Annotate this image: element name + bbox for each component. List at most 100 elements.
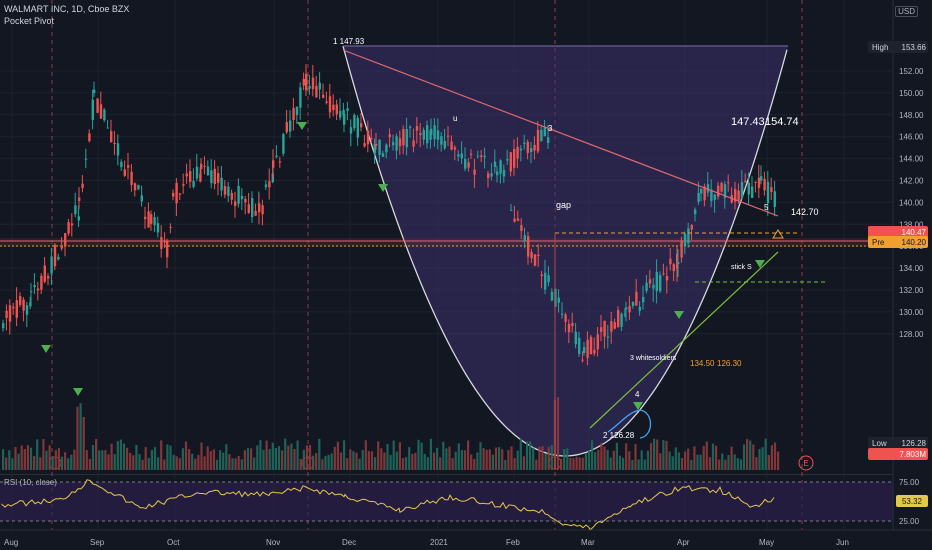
volume-bar (138, 454, 141, 470)
candle-body (64, 233, 67, 247)
indicator-name[interactable]: Pocket Pivot (4, 16, 55, 26)
volume-bar (532, 447, 535, 470)
volume-bar (383, 452, 386, 470)
price-tick-label: 146.00 (899, 133, 924, 142)
volume-bar (163, 459, 166, 470)
pocket-pivot-marker (674, 311, 684, 319)
currency-badge[interactable]: USD (895, 6, 918, 17)
pocket-pivot-marker (41, 345, 51, 353)
volume-bar (54, 450, 57, 470)
three-soldiers-label: 3 whitesoldiers (630, 355, 677, 362)
volume-bar (392, 440, 395, 470)
volume-bar (618, 455, 622, 470)
candle-body (175, 182, 178, 204)
candle-body (690, 225, 693, 230)
volume-bar (324, 456, 327, 470)
candle-body (378, 139, 381, 155)
candle-body (251, 198, 254, 217)
rsi-legend[interactable]: RSI (10, close) (4, 478, 57, 487)
volume-bar (284, 438, 287, 470)
volume-bar (457, 443, 460, 470)
candle-body (405, 129, 408, 148)
volume-bar (315, 453, 318, 470)
volume-bar (516, 450, 519, 470)
volume-bar (11, 458, 14, 470)
volume-bar (569, 458, 572, 470)
candle-body (53, 244, 57, 267)
volume-bar (26, 445, 29, 470)
volume-bar (761, 447, 764, 470)
candle-body (332, 104, 335, 110)
candle-body (133, 183, 137, 191)
volume-bar (482, 448, 485, 470)
candle-body (499, 160, 502, 174)
candle-body (540, 274, 543, 276)
volume-bar (612, 450, 615, 470)
candle-body (395, 136, 398, 151)
volume-bar (525, 441, 529, 470)
earnings-label: E (803, 459, 808, 468)
volume-bar (702, 446, 705, 470)
candle-body (40, 275, 43, 290)
volume-bar (563, 449, 566, 470)
candle-body (620, 313, 623, 327)
candle-body (318, 82, 321, 90)
candle-body (29, 302, 32, 307)
volume-bar (318, 438, 321, 470)
volume-bar (699, 454, 702, 470)
candle-body (147, 211, 150, 228)
volume-bar (742, 444, 746, 470)
candle-body (381, 153, 385, 157)
candle-body (648, 279, 652, 284)
candle-body (110, 131, 113, 143)
volume-bar (718, 459, 721, 470)
candle-body (36, 288, 40, 291)
last-price-tag-box (868, 226, 928, 238)
candle-body (516, 218, 520, 221)
candle-body (757, 177, 761, 188)
pocket-pivot-marker (755, 260, 765, 268)
last-price-tag-value: 140.47 (902, 228, 927, 237)
volume-bar (566, 448, 569, 470)
volume-bar (101, 450, 104, 470)
candle-body (99, 104, 103, 119)
candle-body (543, 127, 546, 137)
candle-body (578, 337, 581, 354)
candle-body (130, 171, 133, 185)
volume-bar (48, 445, 51, 470)
volume-bar (330, 453, 333, 470)
candle-body (195, 166, 199, 179)
candle-body (67, 222, 70, 234)
candle-body (737, 190, 740, 200)
candle-body (530, 148, 533, 152)
time-tick-label: 2021 (430, 538, 448, 547)
volume-bar (485, 449, 488, 470)
candle-body (199, 173, 202, 182)
stick-label: stick S (731, 264, 752, 271)
price-tick-label: 152.00 (899, 67, 924, 76)
volume-bar (429, 438, 432, 470)
volume-bar (336, 441, 339, 470)
price-band (0, 238, 893, 246)
volume-bar (389, 454, 392, 470)
level-126-label: 126.30 (717, 359, 742, 368)
volume-bar (116, 441, 119, 470)
volume-bar (587, 449, 591, 470)
candle-body (366, 130, 370, 145)
volume-bar (135, 444, 138, 470)
candle-body (760, 176, 763, 181)
earnings-marker (798, 455, 814, 471)
candle-body (91, 99, 94, 120)
candle-body (493, 161, 497, 167)
volume-bar (194, 458, 197, 470)
symbol-title[interactable]: WALMART INC, 1D, Cboe BZX (4, 4, 130, 14)
candle-body (302, 79, 305, 86)
candle-body (169, 226, 172, 228)
volume-bar (166, 444, 169, 470)
candle-body (680, 241, 683, 258)
volume-bar (758, 448, 761, 470)
volume-bar (91, 445, 95, 470)
candle-body (502, 169, 506, 177)
candle-body (315, 85, 318, 98)
